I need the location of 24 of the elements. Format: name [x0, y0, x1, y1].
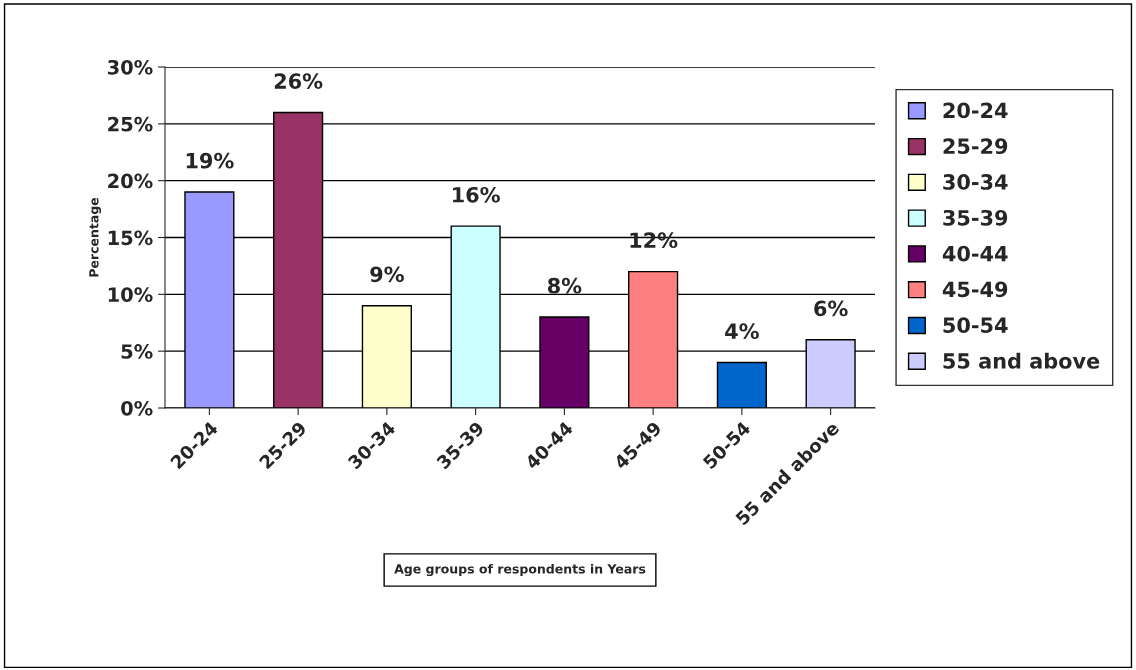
legend-label: 20-24: [943, 102, 1008, 119]
y-tick-label: 30%: [107, 59, 153, 75]
legend-label: 40-44: [942, 245, 1008, 262]
legend-label: 45-49: [942, 281, 1008, 298]
legend-label: 55 and above: [943, 352, 1100, 369]
legend-label: 50-54: [943, 317, 1008, 334]
y-axis-title: Percentage: [89, 197, 102, 277]
data-label: 9%: [370, 266, 404, 283]
y-tick-label: 10%: [108, 287, 153, 302]
data-label: 19%: [186, 152, 234, 169]
y-tick-label: 20%: [108, 173, 153, 189]
data-label: 8%: [547, 277, 582, 294]
y-tick-label: 15%: [108, 230, 153, 246]
legend-label: 35-39: [943, 209, 1008, 226]
data-label: 4%: [725, 323, 759, 340]
x-axis-title: Age groups of respondents in Years: [394, 563, 646, 577]
data-label: 26%: [274, 73, 323, 89]
data-label: 16%: [453, 186, 500, 203]
y-tick-label: 0%: [121, 400, 153, 416]
data-label: 6%: [814, 300, 848, 317]
legend-label: 30-34: [943, 174, 1008, 190]
legend-label: 25-29: [943, 138, 1008, 155]
y-tick-label: 5%: [121, 344, 153, 359]
y-tick-label: 25%: [108, 116, 153, 132]
